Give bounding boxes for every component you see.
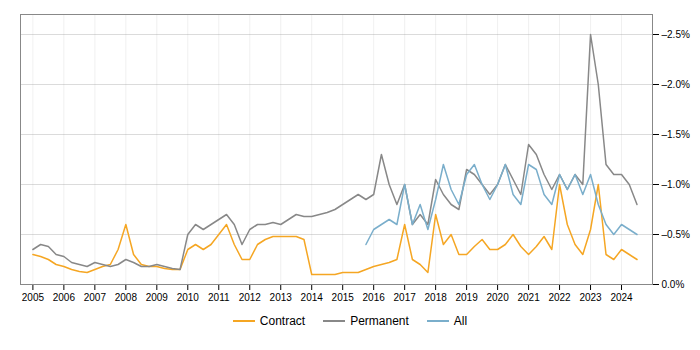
svg-text:2021: 2021 bbox=[517, 292, 540, 303]
svg-text:2012: 2012 bbox=[239, 292, 262, 303]
svg-text:2010: 2010 bbox=[177, 292, 200, 303]
svg-text:2014: 2014 bbox=[301, 292, 324, 303]
svg-text:–2.0%: –2.0% bbox=[662, 79, 690, 90]
svg-text:2023: 2023 bbox=[579, 292, 602, 303]
svg-text:2015: 2015 bbox=[332, 292, 355, 303]
svg-text:2006: 2006 bbox=[53, 292, 76, 303]
svg-text:2009: 2009 bbox=[146, 292, 169, 303]
html-text:Permanent: Permanent bbox=[350, 314, 409, 328]
svg-text:–2.5%: –2.5% bbox=[662, 29, 690, 40]
svg-text:2007: 2007 bbox=[84, 292, 107, 303]
svg-text:–0.5%: –0.5% bbox=[662, 229, 690, 240]
html-text:All: All bbox=[453, 314, 468, 328]
svg-text:2018: 2018 bbox=[425, 292, 448, 303]
svg-text:2017: 2017 bbox=[394, 292, 417, 303]
svg-text:–1.0%: –1.0% bbox=[662, 179, 690, 190]
html-text:Contract: Contract bbox=[259, 314, 306, 328]
svg-text:2011: 2011 bbox=[208, 292, 230, 303]
svg-text:2022: 2022 bbox=[548, 292, 571, 303]
svg-text:2024: 2024 bbox=[610, 292, 633, 303]
svg-text:2005: 2005 bbox=[22, 292, 45, 303]
svg-text:2019: 2019 bbox=[455, 292, 478, 303]
svg-text:0.0%: 0.0% bbox=[662, 279, 685, 290]
svg-text:–1.5%: –1.5% bbox=[662, 129, 690, 140]
svg-text:2013: 2013 bbox=[270, 292, 293, 303]
svg-text:2020: 2020 bbox=[486, 292, 509, 303]
svg-text:2008: 2008 bbox=[115, 292, 138, 303]
svg-text:2016: 2016 bbox=[363, 292, 386, 303]
